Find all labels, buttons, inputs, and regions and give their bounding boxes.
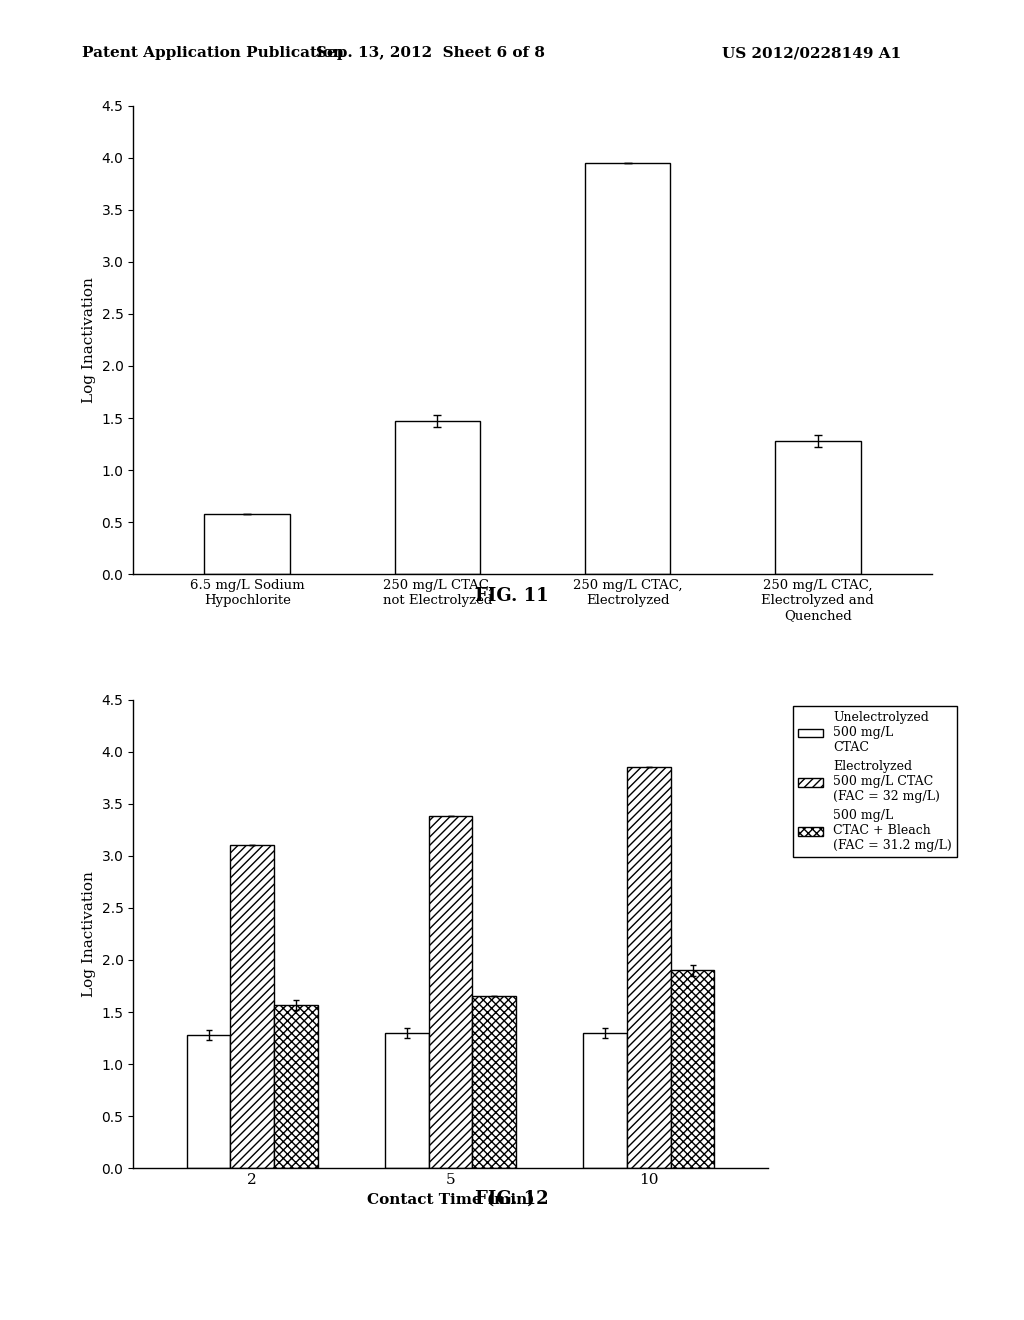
Y-axis label: Log Inactivation: Log Inactivation — [82, 871, 96, 997]
Bar — [627, 767, 671, 1168]
Bar — [775, 441, 860, 574]
Text: FIG. 11: FIG. 11 — [475, 586, 549, 605]
Bar — [186, 1035, 230, 1168]
Bar — [584, 1032, 627, 1168]
Bar — [205, 513, 290, 574]
X-axis label: Contact Time (min): Contact Time (min) — [367, 1192, 535, 1206]
Bar — [585, 162, 671, 574]
Y-axis label: Log Inactivation: Log Inactivation — [82, 277, 96, 403]
Bar — [230, 845, 274, 1168]
Text: FIG. 12: FIG. 12 — [475, 1189, 549, 1208]
Bar — [671, 970, 715, 1168]
Bar — [429, 816, 472, 1168]
Bar — [472, 997, 516, 1168]
Text: US 2012/0228149 A1: US 2012/0228149 A1 — [722, 46, 901, 61]
Text: Patent Application Publication: Patent Application Publication — [82, 46, 344, 61]
Bar — [394, 421, 480, 574]
Text: Sep. 13, 2012  Sheet 6 of 8: Sep. 13, 2012 Sheet 6 of 8 — [315, 46, 545, 61]
Legend: Unelectrolyzed
500 mg/L
CTAC, Electrolyzed
500 mg/L CTAC
(FAC = 32 mg/L), 500 mg: Unelectrolyzed 500 mg/L CTAC, Electrolyz… — [794, 706, 957, 858]
Bar — [385, 1032, 429, 1168]
Bar — [274, 1005, 317, 1168]
